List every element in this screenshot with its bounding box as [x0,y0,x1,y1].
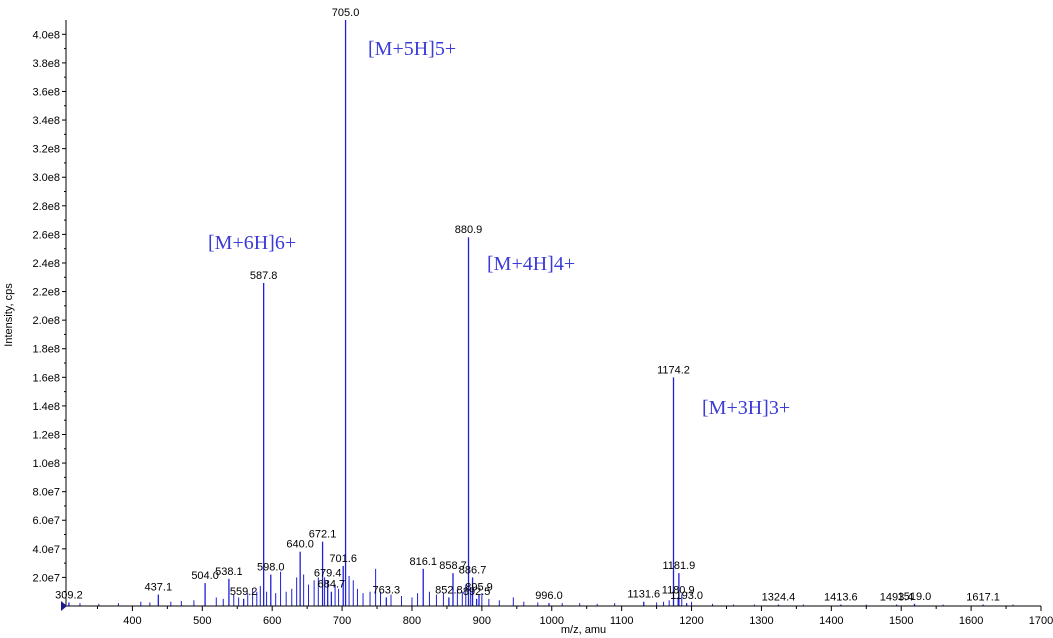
x-tick-label: 1100 [610,615,634,627]
peak-label-1131-6: 1131.6 [627,589,660,601]
x-tick-label: 1000 [540,615,564,627]
peak-label-309-2: 309.2 [55,589,83,601]
peak-label-858-7: 858.7 [439,560,467,572]
x-axis-ticks: 400 500 600 700 800 900 1000 1100 1200 1300 1400 15… [96,606,1053,627]
peak-label-1180-9: 1180.9 [662,584,695,596]
peak-label-880-9: 880.9 [455,224,483,236]
peak-label-705-0: 705.0 [332,7,360,19]
annotation-m-4h-4: [M+4H]4+ [487,253,575,275]
peak-label-1324-4: 1324.4 [762,592,796,604]
y-tick-label: 2.0e7 [32,572,60,584]
peak-label-587-8: 587.8 [250,270,278,282]
y-tick-label: 3.0e8 [32,172,60,184]
y-tick-label: 4.0e7 [32,544,60,556]
y-tick-label: 8.0e7 [32,487,60,499]
x-tick-label: 700 [333,615,351,627]
peak-label-892-5: 892.5 [463,586,491,598]
y-tick-label: 1.6e8 [32,372,60,384]
peak-label-437-1: 437.1 [145,582,173,594]
x-tick-label: 500 [193,615,211,627]
x-tick-label: 1400 [819,615,843,627]
x-tick-label: 1500 [889,615,913,627]
ion-annotations: [M+5H]5+ [M+6H]6+ [M+4H]4+ [M+3H]3+ [208,38,790,419]
x-tick-label: 1300 [749,615,773,627]
x-tick-label: 1700 [1029,615,1053,627]
x-tick-label: 900 [473,615,491,627]
annotation-m-5h-5: [M+5H]5+ [368,38,456,60]
y-tick-label: 3.2e8 [32,144,60,156]
peak-label-1174-2: 1174.2 [657,364,690,376]
y-tick-label: 1.8e8 [32,344,60,356]
y-tick-label: 3.8e8 [32,58,60,70]
y-tick-label: 3.6e8 [32,86,60,98]
peak-label-1181-9: 1181.9 [662,560,695,572]
peak-label-538-1: 538.1 [215,566,243,578]
x-tick-label: 400 [123,615,141,627]
peak-label-679-4: 679.4 [314,567,342,579]
origin-marker [61,601,67,611]
peak-label-886-7: 886.7 [459,564,487,576]
annotation-m-3h-3: [M+3H]3+ [702,397,790,419]
peak-label-895-9: 895.9 [465,582,493,594]
x-tick-label: 1600 [959,615,983,627]
y-tick-label: 2.8e8 [32,201,60,213]
labeled-peaks [68,20,984,606]
peak-label-852-8: 852.8 [435,584,463,596]
y-tick-label: 1.4e8 [32,401,60,413]
x-tick-label: 1200 [679,615,703,627]
y-tick-label: 2.0e8 [32,315,60,327]
y-tick-label: 2.2e8 [32,287,60,299]
peak-label-1519-0: 1519.0 [898,591,932,603]
peak-label-763-3: 763.3 [373,584,401,596]
y-tick-label: 1.2e8 [32,429,60,441]
x-tick-label: 600 [263,615,281,627]
y-tick-label: 2.4e8 [32,258,60,270]
y-axis-title: Intensity, cps [3,283,15,347]
y-tick-label: 4.0e8 [32,29,60,41]
peak-label-640-0: 640.0 [286,539,314,551]
x-tick-label: 800 [403,615,421,627]
y-tick-label: 1.0e8 [32,458,60,470]
peak-label-504-0: 504.0 [191,570,219,582]
peak-label-701-6: 701.6 [329,553,357,565]
peak-label-1493-4: 1493.4 [880,592,914,604]
peak-label-816-1: 816.1 [409,556,437,568]
peak-label-684-7: 684.7 [318,579,346,591]
peak-label-1193-0: 1193.0 [670,590,703,602]
peak-label-598-0: 598.0 [257,562,285,574]
peak-label-1413-6: 1413.6 [824,592,858,604]
peak-label-672-1: 672.1 [309,529,337,541]
peak-label-1617-1: 1617.1 [966,592,1000,604]
peak-label-559-2: 559.2 [230,586,258,598]
annotation-m-6h-6: [M+6H]6+ [208,232,296,254]
y-tick-label: 2.6e8 [32,229,60,241]
y-tick-label: 6.0e7 [32,515,60,527]
minor-peaks [79,568,1014,606]
y-tick-label: 3.4e8 [32,115,60,127]
peak-label-996-0: 996.0 [535,590,563,602]
y-axis-ticks: 2.0e7 4.0e7 6.0e7 8.0e7 1.0e8 1.2e8 1.4e8 1.6e8… [32,29,66,593]
x-axis-title: m/z, amu [561,624,606,636]
